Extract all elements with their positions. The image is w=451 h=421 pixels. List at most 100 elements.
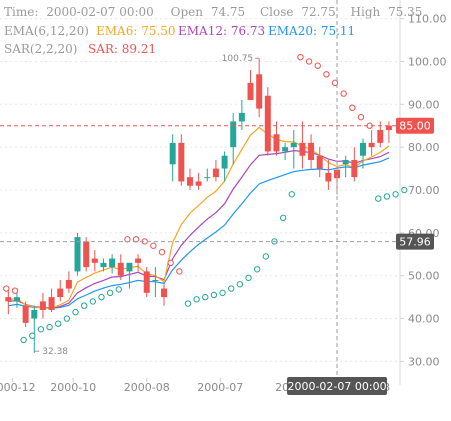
candle-body[interactable]: [238, 112, 245, 122]
candle-body[interactable]: [247, 82, 254, 101]
candle[interactable]: [308, 134, 315, 169]
candle-body[interactable]: [161, 288, 168, 298]
candle-body[interactable]: [308, 142, 315, 161]
candle-body[interactable]: [316, 155, 323, 169]
candle-body[interactable]: [117, 262, 124, 276]
candle[interactable]: [186, 168, 193, 190]
sar-point: [349, 104, 356, 111]
candle-body[interactable]: [143, 271, 150, 293]
candle-body[interactable]: [195, 181, 202, 186]
candle-body[interactable]: [83, 241, 90, 268]
candle-body[interactable]: [100, 262, 107, 268]
candle-body[interactable]: [290, 142, 297, 148]
sar-point: [357, 113, 365, 121]
candle-body[interactable]: [264, 95, 271, 152]
candle-body[interactable]: [359, 142, 366, 156]
candle-body[interactable]: [39, 301, 46, 310]
candle[interactable]: [316, 147, 323, 178]
candle[interactable]: [57, 279, 64, 302]
candle-body[interactable]: [135, 258, 142, 263]
candle-body[interactable]: [204, 177, 211, 179]
candle-body[interactable]: [186, 177, 193, 186]
candle[interactable]: [299, 121, 306, 169]
candle[interactable]: [230, 112, 237, 165]
candle[interactable]: [290, 130, 297, 169]
candle-body[interactable]: [31, 309, 38, 319]
candle[interactable]: [204, 168, 211, 182]
candle[interactable]: [109, 254, 116, 274]
candle-body[interactable]: [57, 288, 64, 298]
candle[interactable]: [342, 155, 349, 178]
candle-body[interactable]: [212, 168, 219, 178]
candle[interactable]: [385, 121, 392, 143]
candle-body[interactable]: [282, 147, 289, 152]
candle-body[interactable]: [13, 297, 20, 302]
candle[interactable]: [100, 258, 107, 272]
candle[interactable]: [31, 305, 38, 353]
candle[interactable]: [273, 121, 280, 156]
candle-body[interactable]: [109, 258, 116, 268]
candle-body[interactable]: [385, 125, 392, 131]
candle-body[interactable]: [230, 121, 237, 148]
candle[interactable]: [117, 254, 124, 280]
candle[interactable]: [368, 130, 375, 156]
candle-body[interactable]: [65, 279, 72, 289]
candle[interactable]: [221, 151, 228, 182]
candles[interactable]: [5, 58, 392, 353]
candle-body[interactable]: [169, 142, 176, 165]
candle[interactable]: [161, 284, 168, 306]
candle[interactable]: [22, 301, 29, 328]
candle[interactable]: [13, 292, 20, 308]
candle-body[interactable]: [5, 297, 12, 302]
candle[interactable]: [91, 249, 98, 272]
candle-body[interactable]: [342, 160, 349, 165]
candle-body[interactable]: [22, 305, 29, 323]
candle[interactable]: [264, 87, 271, 156]
candle-body[interactable]: [325, 172, 332, 182]
candle[interactable]: [152, 267, 159, 298]
candle-body[interactable]: [256, 74, 263, 109]
candle[interactable]: [247, 70, 254, 101]
candle[interactable]: [195, 172, 202, 190]
candle[interactable]: [238, 100, 245, 131]
candle-body[interactable]: [273, 134, 280, 152]
candle[interactable]: [282, 142, 289, 161]
candle-body[interactable]: [48, 297, 55, 310]
candle-body[interactable]: [126, 262, 133, 272]
overlays: 85.00 57.96 2000-02-07 00:00: [0, 0, 434, 395]
candle[interactable]: [135, 254, 142, 272]
candle[interactable]: [359, 138, 366, 169]
candle[interactable]: [212, 160, 219, 182]
candle[interactable]: [256, 58, 263, 118]
candle[interactable]: [126, 262, 133, 289]
y-tick-label: 50.00: [408, 270, 440, 283]
crosshair-time-label: 2000-02-07 00:00: [287, 380, 386, 393]
candle[interactable]: [65, 271, 72, 293]
candle[interactable]: [351, 147, 358, 182]
candle-body[interactable]: [368, 142, 375, 148]
candle-body[interactable]: [91, 258, 98, 263]
candle[interactable]: [143, 267, 150, 298]
sar-point: [245, 274, 252, 282]
candle-body[interactable]: [299, 142, 306, 156]
candle[interactable]: [83, 237, 90, 272]
candle[interactable]: [39, 292, 46, 319]
candle-body[interactable]: [351, 160, 358, 178]
candle[interactable]: [325, 160, 332, 190]
candle[interactable]: [178, 134, 185, 186]
candle-body[interactable]: [74, 237, 81, 272]
candle-body[interactable]: [221, 155, 228, 169]
candle-body[interactable]: [334, 169, 341, 179]
candle[interactable]: [169, 134, 176, 182]
candle-body[interactable]: [178, 142, 185, 182]
candle[interactable]: [5, 288, 12, 315]
candle-body[interactable]: [152, 279, 159, 281]
candle-body[interactable]: [377, 130, 384, 143]
candle[interactable]: [74, 232, 81, 276]
sar-point: [375, 195, 382, 202]
ema-lines: [8, 126, 390, 309]
last-price-label: 85.00: [399, 120, 431, 133]
candle[interactable]: [48, 288, 55, 313]
